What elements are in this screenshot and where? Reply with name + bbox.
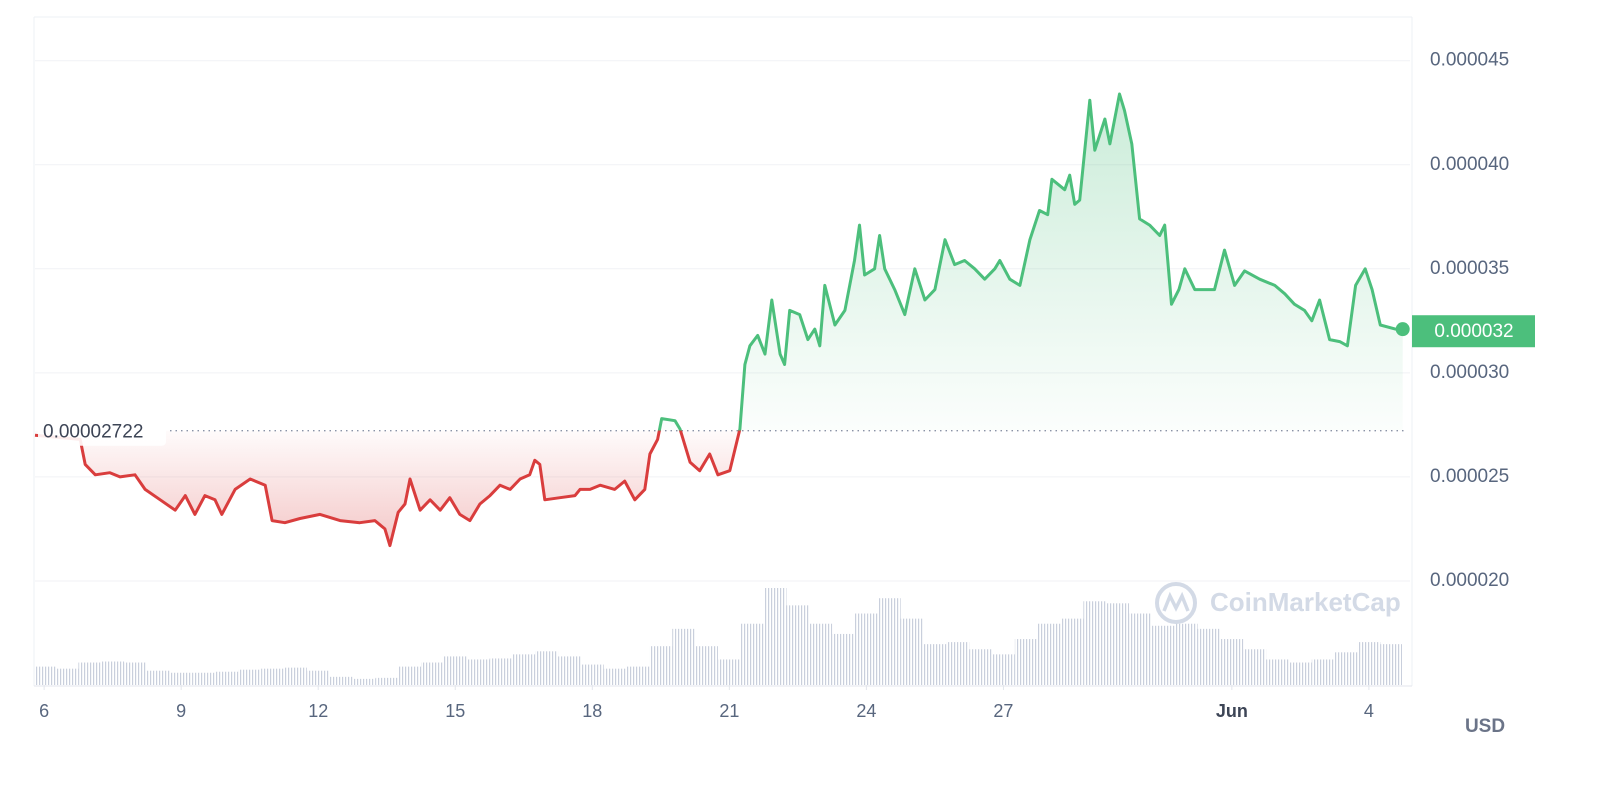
volume-bar bbox=[306, 670, 330, 685]
volume-bar bbox=[1174, 623, 1198, 685]
volume-bar bbox=[35, 666, 56, 685]
watermark: CoinMarketCap bbox=[1210, 587, 1401, 617]
x-tick-label: 12 bbox=[308, 701, 328, 721]
volume-bar bbox=[900, 618, 924, 685]
watermark-logo bbox=[1155, 582, 1197, 624]
volume-bar bbox=[854, 613, 878, 685]
y-tick-label: 0.000020 bbox=[1430, 570, 1509, 591]
volume-bar bbox=[580, 664, 604, 685]
volume-bar bbox=[1037, 623, 1061, 685]
baseline-label: 0.00002722 bbox=[43, 422, 143, 443]
volume-bar bbox=[809, 623, 833, 685]
price-line bbox=[34, 92, 1403, 548]
volume-bar bbox=[124, 662, 147, 685]
volume-bar bbox=[101, 661, 125, 685]
volume-bar bbox=[1014, 639, 1038, 685]
volume-bar bbox=[421, 662, 444, 685]
volume-bar bbox=[923, 644, 947, 685]
y-tick-label: 0.000035 bbox=[1430, 258, 1509, 279]
volume-bar bbox=[1334, 652, 1358, 685]
volume-bar bbox=[649, 646, 673, 685]
volume-bar bbox=[992, 654, 1015, 685]
volume-bar bbox=[1060, 618, 1084, 685]
volume-bar bbox=[695, 646, 718, 685]
volume-bar bbox=[1106, 603, 1130, 685]
volume-bar bbox=[946, 642, 970, 685]
y-tick-label: 0.000045 bbox=[1430, 50, 1509, 71]
volume-bar bbox=[1311, 659, 1335, 685]
volume-bar bbox=[261, 668, 284, 685]
volume-bar bbox=[535, 651, 559, 685]
volume-bar bbox=[1380, 644, 1402, 685]
volume-bar bbox=[558, 656, 581, 685]
volume-bar bbox=[512, 654, 536, 685]
volume-bar bbox=[786, 605, 810, 685]
volume-bar bbox=[1220, 639, 1244, 685]
x-tick-label: Jun bbox=[1216, 701, 1248, 721]
volume-bar bbox=[146, 670, 170, 685]
last-point bbox=[1395, 322, 1410, 337]
y-tick-label: 0.000040 bbox=[1430, 154, 1509, 175]
y-tick-label: 0.000030 bbox=[1430, 362, 1509, 383]
volume-bar bbox=[238, 669, 262, 685]
price-tag bbox=[1412, 315, 1535, 348]
volume-bar bbox=[740, 623, 764, 685]
volume-bar bbox=[717, 659, 741, 685]
x-tick-label: 15 bbox=[445, 701, 465, 721]
volume-bar bbox=[398, 666, 422, 685]
volume-bar bbox=[1266, 659, 1289, 685]
volume-bar bbox=[832, 633, 855, 685]
volume-bar bbox=[215, 671, 239, 685]
price-area bbox=[35, 94, 1403, 546]
volume-bar bbox=[352, 678, 376, 685]
volume-bar bbox=[969, 649, 993, 685]
volume-bar bbox=[672, 628, 696, 685]
volume-bar bbox=[1129, 613, 1152, 685]
watermark-group: CoinMarketCap bbox=[1155, 582, 1401, 624]
x-tick-label: 21 bbox=[719, 701, 739, 721]
volume-bar bbox=[1288, 662, 1312, 685]
volume-bar bbox=[329, 676, 353, 685]
volume-bar bbox=[877, 598, 901, 685]
currency-label: USD bbox=[1465, 716, 1505, 737]
x-tick-label: 9 bbox=[176, 701, 186, 721]
volume-bar bbox=[192, 672, 216, 685]
x-tick-label: 27 bbox=[993, 701, 1013, 721]
volume-bar bbox=[1083, 601, 1107, 685]
baseline-label-bg bbox=[38, 415, 166, 446]
volume-bar bbox=[375, 677, 399, 685]
volume-bar bbox=[78, 662, 102, 685]
x-tick-label: 6 bbox=[39, 701, 49, 721]
y-tick-label: 0.000025 bbox=[1430, 466, 1509, 487]
volume-bar bbox=[763, 588, 787, 685]
volume-bar bbox=[283, 667, 307, 685]
volume-bar bbox=[1197, 628, 1221, 685]
volume-bar bbox=[55, 668, 79, 685]
price-tag-label: 0.000032 bbox=[1434, 321, 1513, 342]
volume-bar bbox=[1151, 625, 1175, 685]
x-tick-label: 18 bbox=[582, 701, 602, 721]
volume-bar bbox=[443, 656, 467, 685]
x-tick-label: 4 bbox=[1364, 701, 1374, 721]
x-tick-label: 24 bbox=[856, 701, 876, 721]
volume-bar bbox=[1357, 642, 1381, 685]
volume-bar bbox=[1243, 649, 1267, 685]
volume-bar bbox=[489, 658, 513, 685]
volume-bar bbox=[169, 672, 193, 685]
volume-bar bbox=[603, 668, 627, 685]
volume-bar bbox=[626, 666, 650, 685]
volume-bar bbox=[466, 659, 490, 685]
watermark-logo-m bbox=[1162, 591, 1190, 612]
